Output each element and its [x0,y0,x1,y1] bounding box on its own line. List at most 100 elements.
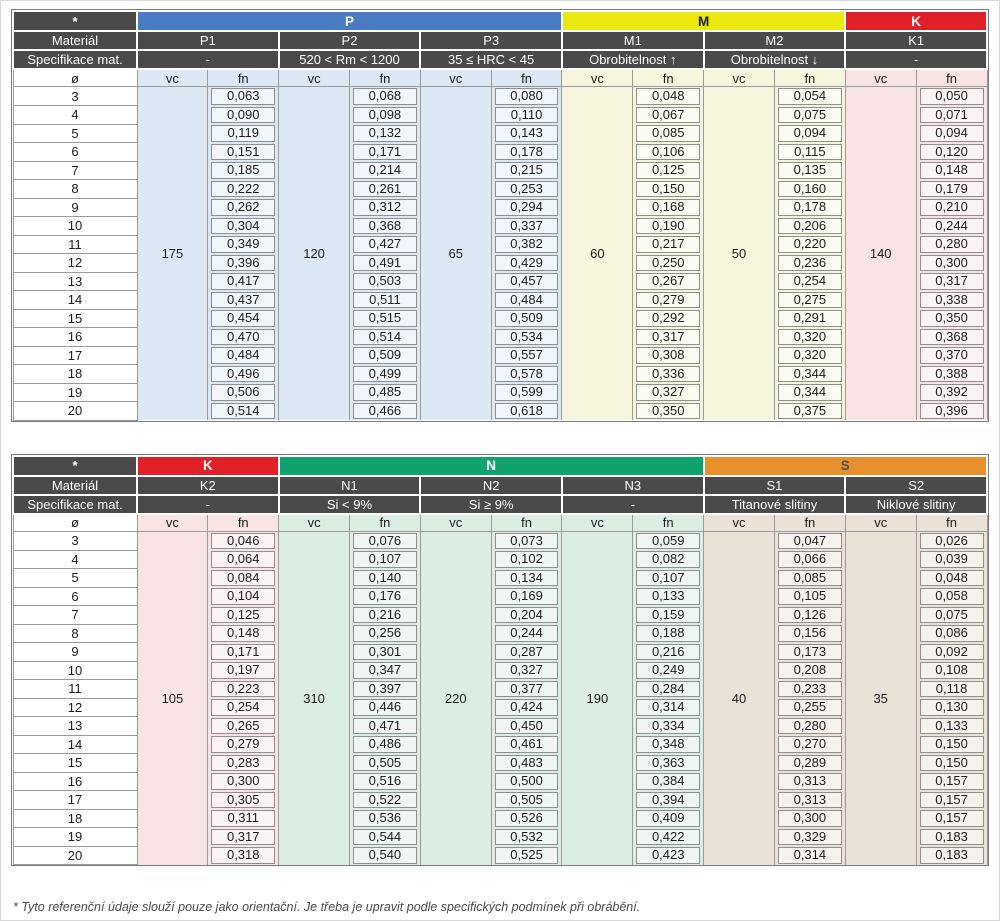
fn-value-box: 0,522 [352,791,417,808]
table-row: 9 0,171 0,301 0,287 0,216 0,173 0,092 [12,642,988,662]
vc-value-cell-S1: 40 [703,531,775,865]
diameter-cell: 12 [12,253,138,273]
fn-value-cell-N2: 0,327 [490,661,563,680]
fn-value-box: 0,349 [211,236,276,253]
fn-value-box: 0,382 [494,236,559,253]
fn-value-box: 0,125 [211,606,276,623]
group-band-K: K [844,10,988,32]
diameter-cell: 15 [12,308,138,328]
fn-value-box: 0,422 [636,828,701,845]
fn-value-box: 0,185 [211,162,276,179]
fn-value-cell-N1: 0,536 [348,809,421,828]
fn-value-cell-N1: 0,347 [348,661,421,680]
fn-value-cell-M2: 0,291 [773,309,846,328]
fn-value-box: 0,394 [636,791,701,808]
fn-value-box: 0,484 [494,291,559,308]
fn-value-cell-M1: 0,048 [632,86,705,106]
fn-value-cell-N2: 0,169 [490,587,563,606]
fn-value-cell-K1: 0,094 [915,124,988,143]
fn-value-cell-P1: 0,349 [207,235,280,254]
fn-value-box: 0,499 [352,365,417,382]
fn-value-box: 0,461 [494,736,559,753]
diameter-cell: 6 [12,586,138,606]
fn-value-cell-K1: 0,338 [915,290,988,309]
fn-value-box: 0,505 [494,791,559,808]
fn-value-cell-M2: 0,275 [773,290,846,309]
fn-value-box: 0,368 [352,217,417,234]
spec-row: Specifikace mat. -520 < Rm < 1200 35 ≤ HRC… [12,49,988,70]
fn-value-box: 0,178 [777,199,842,216]
fn-value-cell-N2: 0,424 [490,698,563,717]
fn-value-cell-M1: 0,279 [632,290,705,309]
fn-value-box: 0,236 [777,254,842,271]
parameters-table-2-table: * K N S Materiál K2 N1 N2 N3 S1 S2 Specifikace mat.… [12,454,989,866]
fn-value-box: 0,215 [494,162,559,179]
fn-value-box: 0,511 [352,291,417,308]
fn-value-box: 0,075 [919,606,984,623]
fn-value-cell-S1: 0,066 [773,550,846,569]
fn-value-box: 0,157 [919,773,984,790]
fn-value-cell-M2: 0,344 [773,383,846,402]
fn-value-cell-K1: 0,050 [915,86,988,106]
diameter-cell: 9 [12,642,138,662]
fn-value-box: 0,098 [352,106,417,123]
fn-value-box: 0,291 [777,310,842,327]
fn-value-box: 0,618 [494,402,559,419]
diameter-cell: 10 [12,216,138,236]
diameter-cell: 5 [12,568,138,588]
fn-value-box: 0,086 [919,625,984,642]
fn-value-box: 0,094 [777,125,842,142]
fn-value-box: 0,515 [352,310,417,327]
table-row: 11 0,223 0,397 0,377 0,284 0,233 0,118 [12,679,988,699]
fn-value-cell-M2: 0,320 [773,327,846,346]
fn-value-box: 0,080 [494,88,559,105]
fn-value-box: 0,534 [494,328,559,345]
group-band-K: K [136,454,280,477]
fn-value-cell-S1: 0,105 [773,587,846,606]
corner-star-cell: * [12,454,138,477]
table-row: 16 0,300 0,516 0,500 0,384 0,313 0,157 [12,771,988,791]
fn-value-box: 0,314 [636,699,701,716]
fn-value-cell-K1: 0,280 [915,235,988,254]
fn-value-cell-P3: 0,110 [490,105,563,124]
fn-value-box: 0,496 [211,365,276,382]
diameter-cell: 12 [12,697,138,717]
fn-value-box: 0,312 [352,199,417,216]
fn-value-cell-K2: 0,125 [207,605,280,624]
fn-value-cell-N3: 0,394 [632,790,705,809]
vc-label-cell-N1: vc [278,513,350,532]
fn-value-cell-S1: 0,329 [773,827,846,846]
fn-value-cell-P2: 0,132 [348,124,421,143]
fn-value-cell-N1: 0,397 [348,679,421,698]
fn-value-box: 0,119 [211,125,276,142]
fn-value-cell-P1: 0,454 [207,309,280,328]
vc-label-cell-K1: vc [844,68,917,87]
fn-value-box: 0,350 [636,402,701,419]
fn-value-box: 0,334 [636,717,701,734]
diameter-cell: 10 [12,660,138,680]
material-cell-K2: K2 [136,474,280,496]
fn-value-cell-P3: 0,484 [490,290,563,309]
table-row: 7 0,125 0,216 0,204 0,159 0,126 0,075 [12,605,988,625]
fn-value-cell-P1: 0,304 [207,216,280,235]
fn-value-box: 0,265 [211,717,276,734]
fn-value-box: 0,217 [636,236,701,253]
fn-value-cell-P3: 0,294 [490,198,563,217]
fn-value-box: 0,054 [777,88,842,105]
fn-value-box: 0,076 [352,532,417,549]
fn-value-box: 0,197 [211,662,276,679]
diameter-cell: 18 [12,808,138,828]
diameter-cell: 8 [12,623,138,643]
fn-value-cell-P3: 0,382 [490,235,563,254]
diameter-cell: 13 [12,271,138,291]
fn-value-cell-S2: 0,048 [915,568,988,587]
fn-value-box: 0,557 [494,347,559,364]
table-row: 3 175 0,063 120 0,068 65 0,080 60 0,048 50 0,054 14… [12,86,988,420]
fn-value-cell-K2: 0,305 [207,790,280,809]
material-cell-N2: N2 [419,474,563,496]
fn-value-box: 0,327 [636,384,701,401]
fn-value-cell-S1: 0,300 [773,809,846,828]
fn-value-box: 0,483 [494,754,559,771]
fn-value-cell-M2: 0,094 [773,124,846,143]
fn-value-box: 0,047 [777,532,842,549]
